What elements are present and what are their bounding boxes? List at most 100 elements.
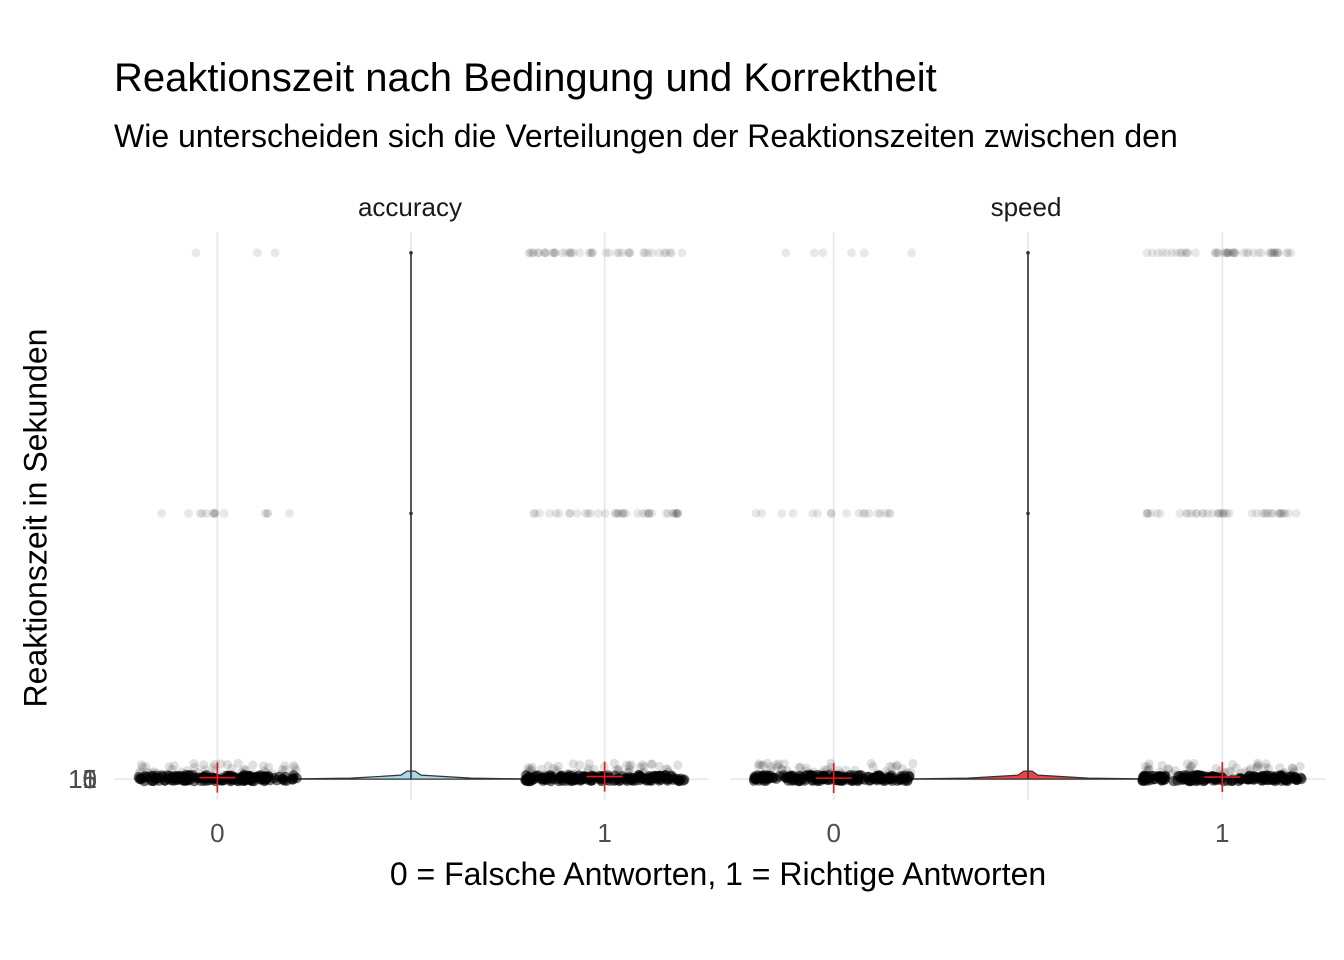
data-point (1295, 761, 1305, 771)
data-point (157, 769, 167, 779)
data-point (527, 762, 537, 772)
outlier-point (1224, 509, 1234, 518)
outlier-point (614, 509, 624, 518)
data-point (1143, 762, 1153, 772)
data-point (1189, 758, 1199, 769)
outlier-point (876, 509, 885, 518)
outlier-point (1142, 248, 1152, 258)
outlier-point (643, 248, 653, 258)
data-point (611, 765, 622, 775)
outlier-point (1143, 509, 1153, 518)
data-point (1287, 763, 1298, 774)
data-point (258, 761, 268, 771)
data-point (673, 760, 683, 770)
data-point (1140, 761, 1150, 772)
data-point (1279, 769, 1289, 779)
outlier-point (842, 509, 851, 518)
outlier-point (1142, 509, 1152, 518)
data-point (530, 769, 540, 779)
data-point (1253, 760, 1263, 770)
outlier-point (1171, 248, 1181, 258)
data-point (287, 774, 298, 785)
outlier-point (1266, 248, 1276, 258)
data-point (754, 761, 764, 771)
data-point (897, 764, 907, 774)
data-point (853, 774, 864, 786)
outlier-point (665, 248, 675, 258)
data-point (1163, 764, 1173, 774)
data-point (260, 773, 272, 784)
outlier-point (1266, 509, 1276, 518)
outlier-point (253, 248, 262, 258)
outlier-point (550, 248, 560, 258)
outlier-point (565, 248, 575, 258)
data-point (639, 768, 649, 778)
outlier-point (575, 248, 585, 258)
data-point (184, 770, 195, 781)
outlier-point (566, 248, 576, 258)
outlier-point (1153, 248, 1163, 258)
outlier-point (644, 509, 654, 518)
data-point (552, 768, 562, 778)
data-point (164, 762, 174, 772)
outlier-point (618, 509, 628, 518)
outlier-point (860, 509, 870, 518)
outlier-point (1167, 248, 1177, 258)
data-point (663, 764, 673, 775)
x-tick-label: 0 (210, 818, 224, 848)
data-point (140, 770, 151, 782)
outlier-point (550, 248, 559, 258)
data-point (1167, 769, 1177, 779)
data-point (626, 760, 636, 770)
data-point (660, 770, 671, 781)
data-point (609, 758, 620, 769)
data-point (545, 773, 557, 784)
data-point (624, 761, 634, 771)
outlier-point (757, 509, 766, 518)
outlier-point (1268, 248, 1278, 258)
data-point (1160, 769, 1170, 779)
data-point (646, 759, 656, 769)
data-point (151, 768, 162, 778)
outlier-point (644, 509, 654, 518)
outlier-point (263, 509, 272, 518)
data-point (559, 769, 570, 779)
data-point (1175, 770, 1186, 782)
outlier-point (1213, 509, 1223, 518)
outlier-point (625, 248, 635, 258)
outlier-point (1239, 248, 1248, 258)
outlier-point (1284, 509, 1293, 518)
data-point (226, 773, 237, 784)
outlier-point (1219, 248, 1229, 258)
points-category-0 (133, 248, 302, 793)
outlier-point (638, 509, 647, 518)
outlier-point (565, 248, 574, 258)
outlier-point (1175, 509, 1185, 518)
outlier-point (633, 509, 642, 518)
data-point (1261, 759, 1271, 769)
data-point (239, 764, 249, 774)
outlier-point (1181, 509, 1191, 518)
data-point (777, 764, 787, 775)
data-point (189, 759, 199, 769)
data-point (771, 760, 781, 770)
data-point (637, 768, 648, 778)
data-point (238, 769, 248, 779)
outlier-point (788, 509, 798, 518)
outlier-point (1263, 509, 1273, 518)
outlier-point (885, 509, 895, 518)
outlier-point (541, 248, 551, 258)
data-point (193, 767, 203, 778)
outlier-point (1254, 248, 1264, 258)
outlier-point (617, 509, 627, 518)
data-point (277, 765, 287, 775)
data-point (568, 769, 578, 779)
data-point (541, 770, 551, 780)
data-point (142, 767, 152, 778)
outlier-point (614, 248, 624, 258)
outlier-point (594, 509, 603, 518)
whisker-cap (409, 251, 413, 255)
outlier-point (610, 509, 620, 518)
data-point (756, 760, 766, 770)
data-point (1185, 766, 1195, 777)
